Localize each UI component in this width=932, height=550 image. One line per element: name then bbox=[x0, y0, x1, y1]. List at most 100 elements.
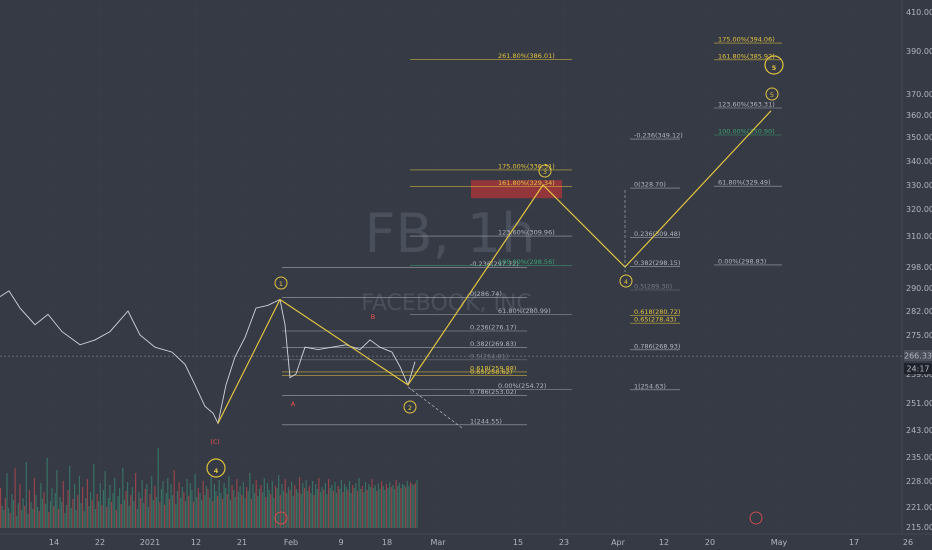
time-axis[interactable] bbox=[0, 534, 932, 550]
volume-bar bbox=[178, 482, 180, 528]
fib-label: 100.00%(298.56) bbox=[498, 258, 555, 266]
fib-label: 175.00%(336.31) bbox=[498, 162, 555, 170]
volume-bars bbox=[0, 448, 418, 528]
x-tick-label: 20 bbox=[705, 538, 715, 547]
volume-bar bbox=[133, 501, 135, 528]
volume-bar bbox=[360, 489, 362, 528]
y-tick-label: 221.00 bbox=[906, 503, 932, 512]
volume-bar bbox=[315, 484, 317, 528]
volume-bar bbox=[352, 485, 354, 528]
volume-bar bbox=[56, 470, 58, 528]
volume-bar bbox=[192, 502, 195, 528]
volume-bar bbox=[12, 500, 15, 528]
volume-bar bbox=[112, 493, 114, 528]
volume-bar bbox=[8, 508, 10, 528]
y-tick-label: 243.00 bbox=[906, 426, 932, 435]
volume-bar bbox=[403, 485, 405, 528]
y-tick-label: 228.00 bbox=[906, 477, 932, 486]
x-tick-label: 14 bbox=[49, 538, 59, 547]
volume-bar bbox=[173, 470, 175, 528]
volume-bar bbox=[165, 493, 167, 528]
volume-bar bbox=[305, 480, 307, 528]
fib-label: 0.618(259.88) bbox=[470, 364, 516, 372]
volume-bar bbox=[123, 500, 125, 528]
fib-label: 1(254.63) bbox=[634, 382, 666, 390]
y-tick-label: 310.00 bbox=[906, 232, 932, 241]
time-axis-ticks: 14 22 2021 12 21 Feb 9 18 Mar 15 23 Apr 12 20 May 17 26 bbox=[49, 538, 913, 547]
price-axis[interactable] bbox=[902, 0, 932, 534]
y-tick-label: 215.00 bbox=[906, 523, 932, 532]
fib-label: 0.786(253.02) bbox=[470, 388, 516, 396]
volume-bar bbox=[218, 480, 220, 528]
volume-bar bbox=[117, 496, 119, 528]
volume-bar bbox=[307, 491, 309, 528]
x-tick-label: May bbox=[771, 538, 788, 547]
volume-bar bbox=[151, 476, 153, 528]
volume-bar bbox=[53, 506, 55, 528]
y-tick-label: 370.00 bbox=[906, 90, 932, 99]
wave-label-5: 5 bbox=[770, 91, 774, 99]
volume-bar bbox=[411, 484, 413, 528]
volume-bar bbox=[329, 488, 331, 528]
volume-bar bbox=[199, 493, 201, 528]
volume-bar bbox=[283, 491, 285, 528]
volume-bar bbox=[48, 512, 50, 528]
volume-bar bbox=[355, 483, 357, 528]
volume-bar bbox=[107, 498, 109, 528]
volume-bar bbox=[72, 499, 74, 528]
wave-label-5-circle bbox=[765, 87, 779, 101]
volume-bar bbox=[390, 487, 392, 528]
volume-bar bbox=[311, 481, 314, 528]
fib-label: 0.00%(298.83) bbox=[718, 257, 766, 265]
fib-label: 0.5(289.30) bbox=[634, 283, 672, 291]
volume-bar bbox=[313, 495, 315, 528]
earnings-marker-icon[interactable] bbox=[274, 511, 288, 525]
volume-bar bbox=[135, 473, 137, 528]
volume-bar bbox=[324, 483, 326, 528]
wave-label-1-circle bbox=[274, 276, 288, 290]
volume-bar bbox=[212, 501, 214, 528]
volume-bar bbox=[319, 492, 322, 528]
volume-bar bbox=[175, 504, 177, 528]
wave-label-c: (C) bbox=[210, 438, 220, 446]
volume-bar bbox=[27, 514, 29, 528]
volume-bar bbox=[414, 483, 416, 528]
wave-label-4b-circle bbox=[619, 274, 633, 288]
volume-bar bbox=[342, 492, 344, 528]
volume-bar bbox=[32, 509, 34, 528]
volume-bar bbox=[286, 493, 288, 528]
volume-bar bbox=[384, 490, 386, 528]
volume-bar bbox=[244, 498, 246, 528]
volume-bar bbox=[385, 484, 387, 528]
volume-bar bbox=[344, 484, 346, 528]
volume-bar bbox=[146, 484, 148, 528]
volume-bar bbox=[382, 486, 384, 528]
wave-label-1: 1 bbox=[279, 280, 283, 288]
volume-bar bbox=[250, 499, 252, 528]
volume-bar bbox=[202, 481, 204, 528]
fib-label: 0.236(309.48) bbox=[634, 230, 680, 238]
volume-bar bbox=[172, 495, 174, 528]
volume-bar bbox=[413, 485, 415, 528]
volume-bar bbox=[209, 498, 211, 528]
volume-bar bbox=[262, 492, 264, 528]
wave-label-2: 2 bbox=[408, 404, 412, 412]
y-tick-label: 259.00 bbox=[906, 370, 932, 379]
volume-bar bbox=[213, 484, 215, 528]
earnings-marker-icon-2[interactable] bbox=[749, 511, 763, 525]
volume-bar bbox=[321, 487, 323, 528]
fib-label: 61.80%(280.99) bbox=[498, 307, 551, 315]
target-zone bbox=[471, 180, 562, 199]
volume-bar bbox=[69, 466, 71, 528]
volume-bar bbox=[323, 490, 325, 528]
volume-bar bbox=[387, 488, 389, 528]
volume-bar bbox=[127, 482, 129, 528]
y-tick-label: 282.00 bbox=[906, 307, 932, 316]
volume-bar bbox=[376, 491, 378, 528]
volume-bar bbox=[328, 479, 330, 528]
wave-label-3: 3 bbox=[543, 168, 547, 176]
volume-bar bbox=[397, 486, 399, 528]
volume-bar bbox=[51, 488, 53, 528]
volume-bar bbox=[278, 475, 280, 528]
